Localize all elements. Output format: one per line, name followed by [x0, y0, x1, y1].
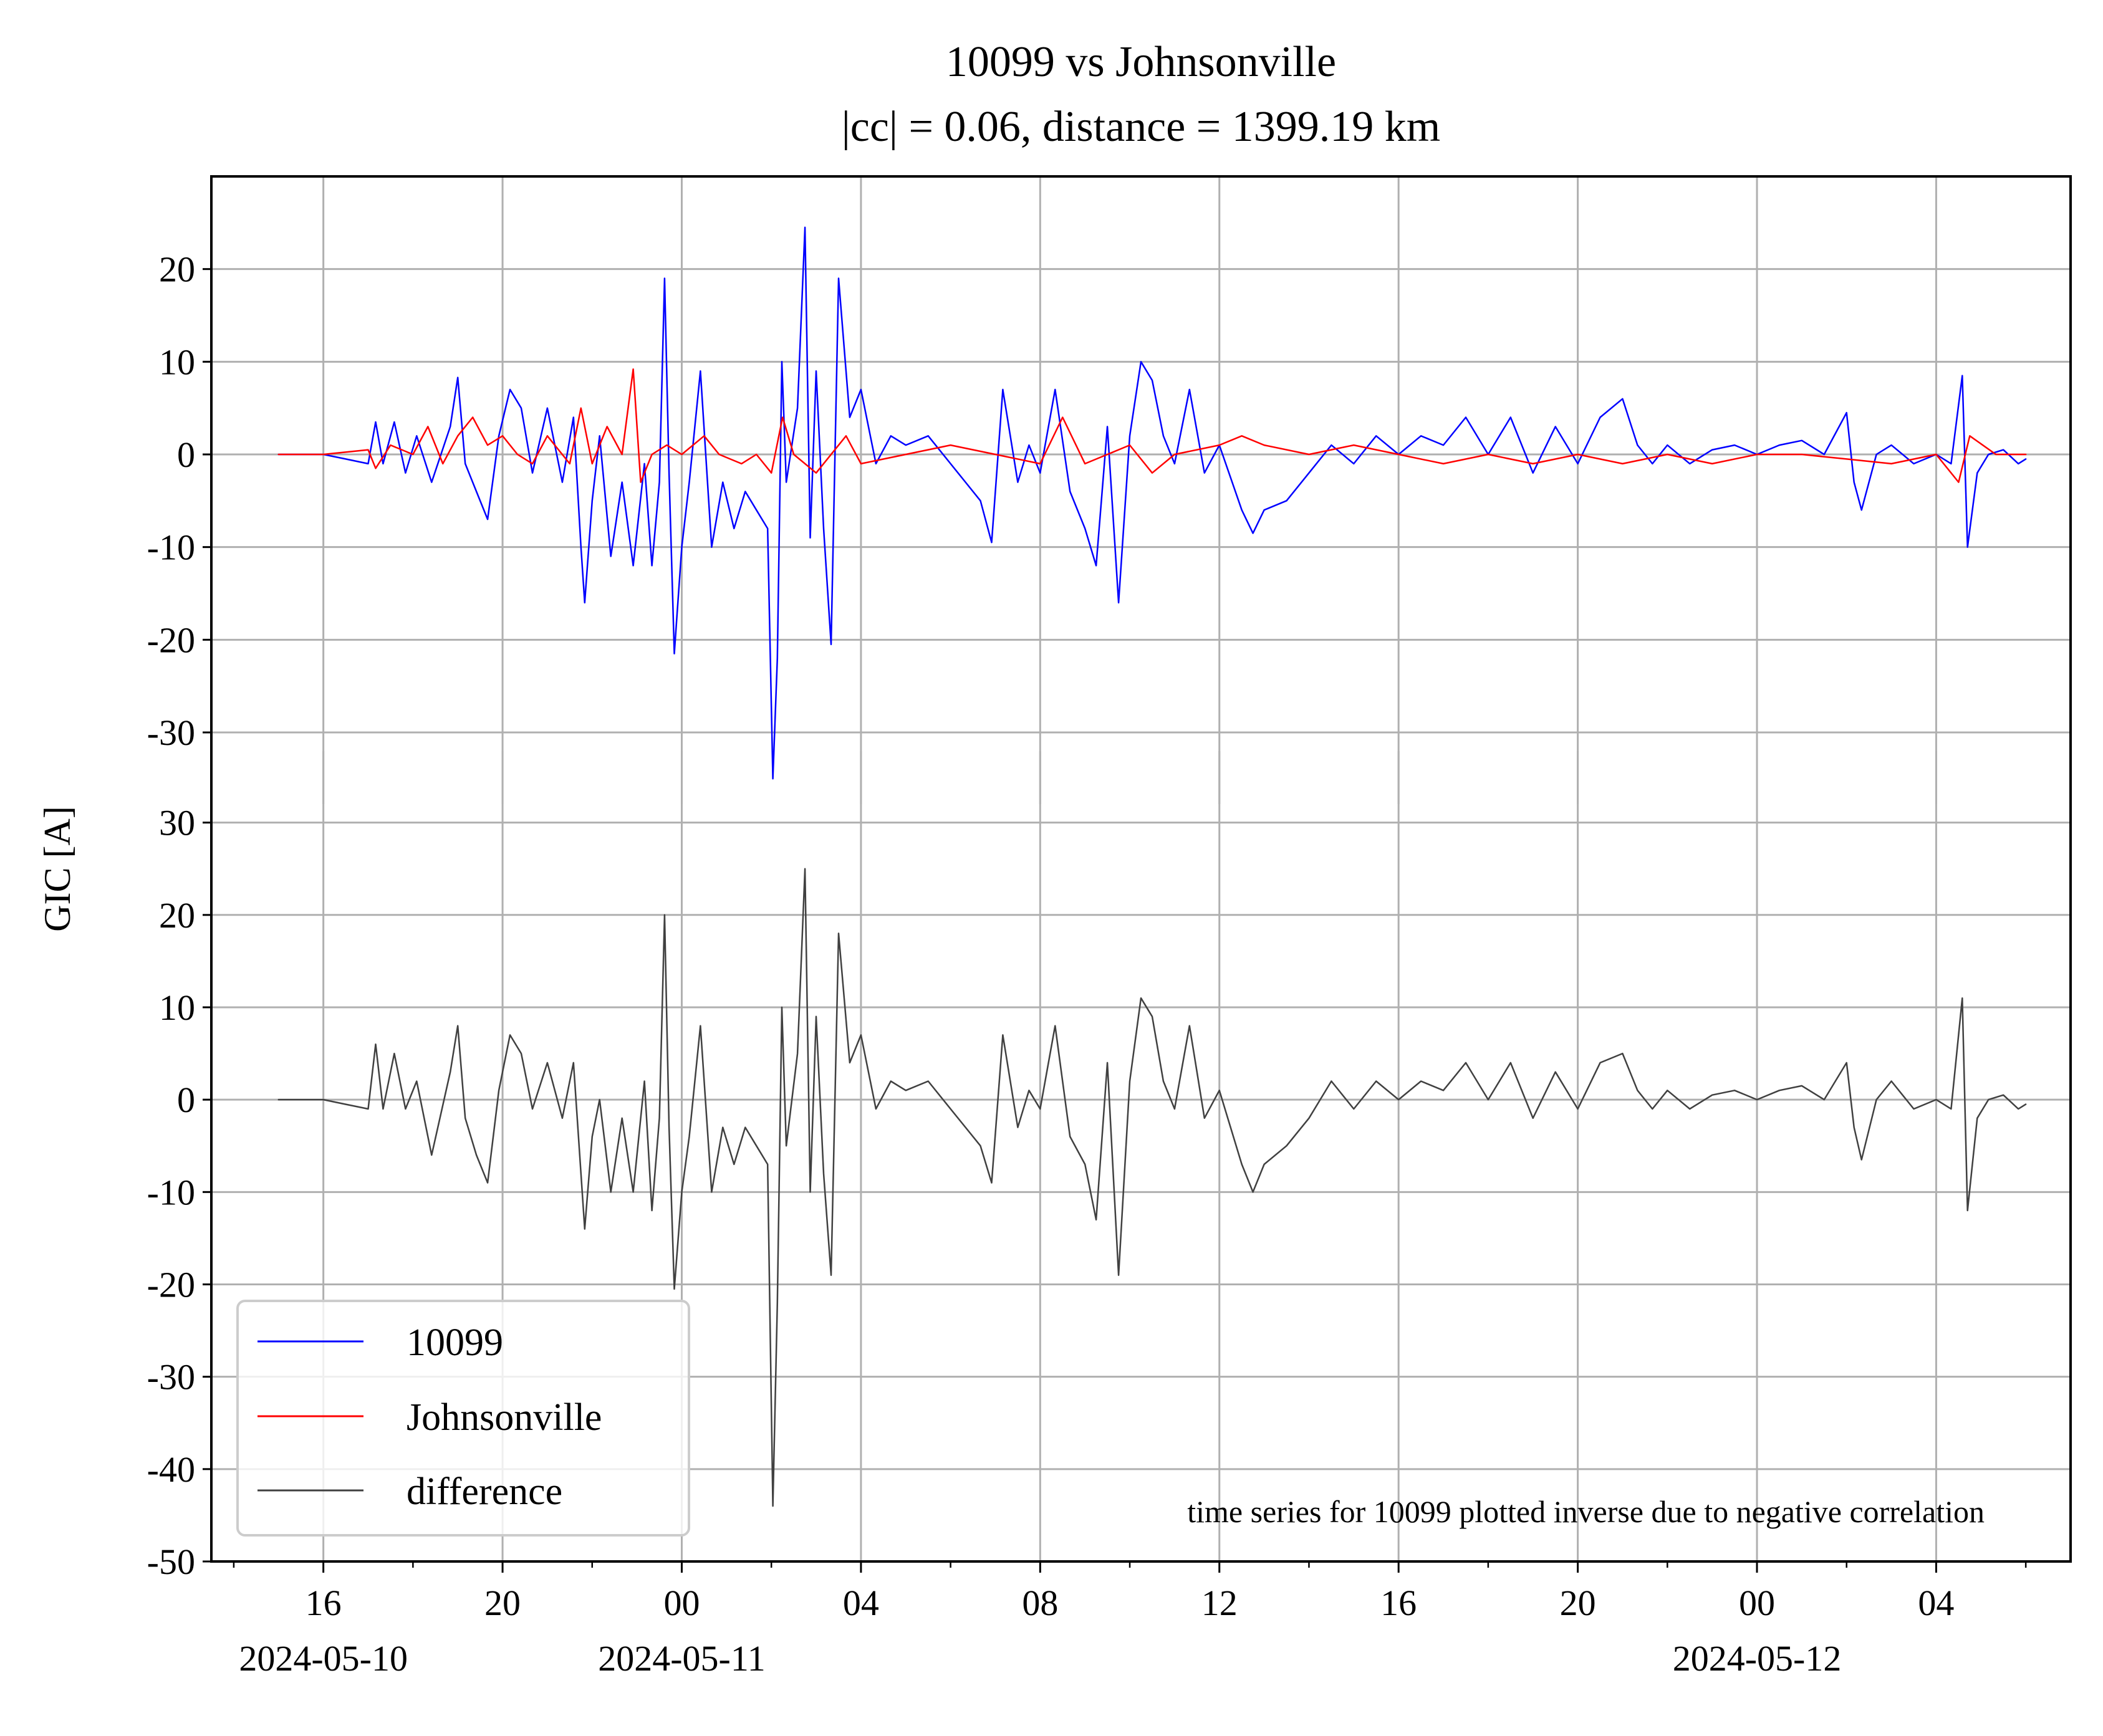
ytick-label-bottom-10: 10: [159, 987, 195, 1028]
series-line-difference: [277, 868, 2027, 1507]
series-layer: [277, 226, 2027, 1507]
ytick-label-bottom-30: 30: [159, 803, 195, 843]
series-line-johnsonville: [277, 368, 2027, 483]
legend-label-10099: 10099: [407, 1321, 503, 1364]
legend-label-difference: difference: [407, 1470, 562, 1513]
ytick-label-bottom--30: -30: [147, 1357, 195, 1398]
xtick-label-9: 04: [1918, 1583, 1954, 1623]
xtick-label-1: 20: [484, 1583, 521, 1623]
xtick-label-2: 00: [663, 1583, 700, 1623]
xtick-date-label-8: 2024-05-12: [1673, 1638, 1842, 1679]
chart-title-line-2: |cc| = 0.06, distance = 1399.19 km: [842, 103, 1440, 151]
ytick-label-top-20: 20: [159, 249, 195, 290]
y-axis-label: GIC [A]: [37, 806, 78, 932]
ytick-label-top--10: -10: [147, 527, 195, 568]
xtick-date-label-0: 2024-05-10: [239, 1638, 408, 1679]
ytick-label-bottom--10: -10: [147, 1172, 195, 1212]
xtick-label-5: 12: [1201, 1583, 1238, 1623]
xtick-label-6: 16: [1380, 1583, 1417, 1623]
axis-layer: -30 -20 -10 0 10 20 -50 -40 -30 -20 -10 0 10 20 30 16 20…: [147, 249, 2027, 1679]
xtick-date-label-2: 2024-05-11: [598, 1638, 765, 1679]
ytick-label-bottom--50: -50: [147, 1542, 195, 1582]
xtick-label-3: 04: [843, 1583, 879, 1623]
legend-box: [236, 1300, 690, 1537]
ytick-label-bottom--20: -20: [147, 1264, 195, 1305]
chart-title-line-1: 10099 vs Johnsonville: [946, 38, 1336, 86]
xtick-label-7: 20: [1560, 1583, 1596, 1623]
plot-frame: [210, 175, 2072, 1563]
ytick-label-bottom-20: 20: [159, 895, 195, 936]
ytick-label-top-0: 0: [177, 434, 195, 475]
ytick-label-top-10: 10: [159, 342, 195, 382]
ytick-label-bottom--40: -40: [147, 1449, 195, 1490]
chart-legend: 10099 Johnsonville difference: [236, 1300, 690, 1537]
inverse-note-annotation: time series for 10099 plotted inverse du…: [1187, 1494, 1985, 1529]
ytick-label-top--30: -30: [147, 712, 195, 753]
ytick-label-top--20: -20: [147, 620, 195, 660]
series-line-10099: [277, 226, 2027, 780]
ytick-label-bottom-0: 0: [177, 1080, 195, 1120]
xtick-label-8: 00: [1739, 1583, 1775, 1623]
legend-label-johnsonville: Johnsonville: [407, 1396, 602, 1439]
xtick-label-0: 16: [306, 1583, 342, 1623]
xtick-label-4: 08: [1022, 1583, 1058, 1623]
